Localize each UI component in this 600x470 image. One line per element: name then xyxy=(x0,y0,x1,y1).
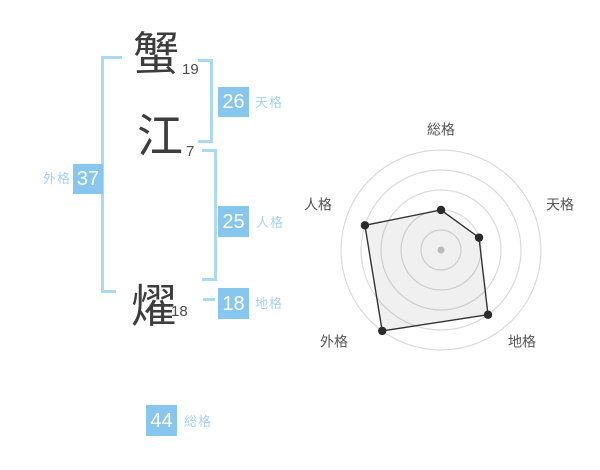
jinkaku-bracket-top-tick xyxy=(202,149,217,152)
tenkaku-bracket-bottom-tick xyxy=(198,140,213,143)
jinkaku-bracket-bottom-tick xyxy=(202,278,217,281)
name-character-2-strokes: 7 xyxy=(186,143,195,160)
jinkaku-score-box: 25 xyxy=(218,206,249,237)
gaikaku-label: 外格 xyxy=(43,171,72,186)
radar-data-point xyxy=(378,326,387,336)
soukaku-score-box: 44 xyxy=(146,405,177,436)
name-character-3: 燿 xyxy=(131,279,177,333)
radar-axis-label: 地格 xyxy=(508,334,536,350)
gaikaku-score-box: 37 xyxy=(73,164,103,194)
jinkaku-label: 人格 xyxy=(256,215,285,230)
radar-grid-ring xyxy=(420,229,462,271)
chikaku-score-box: 18 xyxy=(218,288,249,319)
soukaku-label: 総格 xyxy=(184,414,213,429)
radar-center-dot xyxy=(437,246,445,254)
radar-data-point xyxy=(360,221,370,230)
radar-data-polygon xyxy=(364,209,489,332)
gaikaku-bracket-top-tick xyxy=(101,56,122,59)
tenkaku-score-box: 26 xyxy=(218,87,249,117)
radar-axis-label: 天格 xyxy=(546,197,574,213)
tenkaku-label: 天格 xyxy=(255,95,284,110)
chikaku-tick xyxy=(203,298,215,301)
jinkaku-bracket-line xyxy=(214,149,217,281)
tenkaku-bracket-top-tick xyxy=(198,59,213,62)
radar-data-point xyxy=(483,310,493,319)
radar-grid-ring xyxy=(360,169,522,331)
name-character-2: 江 xyxy=(137,109,183,163)
name-character-1: 蟹 xyxy=(133,27,179,81)
radar-axis-label: 外格 xyxy=(320,334,348,350)
name-character-3-strokes: 18 xyxy=(171,303,188,320)
radar-grid-ring xyxy=(380,189,502,311)
tenkaku-bracket-line xyxy=(210,59,213,143)
radar-grid-ring xyxy=(340,149,542,351)
radar-data-point xyxy=(474,233,484,242)
gaikaku-bracket-bottom-tick xyxy=(101,290,116,293)
chikaku-label: 地格 xyxy=(255,296,284,311)
radar-data-point xyxy=(436,205,446,215)
radar-axis-label: 総格 xyxy=(427,122,455,138)
radar-axis-label: 人格 xyxy=(304,197,332,213)
name-character-1-strokes: 19 xyxy=(182,61,199,78)
